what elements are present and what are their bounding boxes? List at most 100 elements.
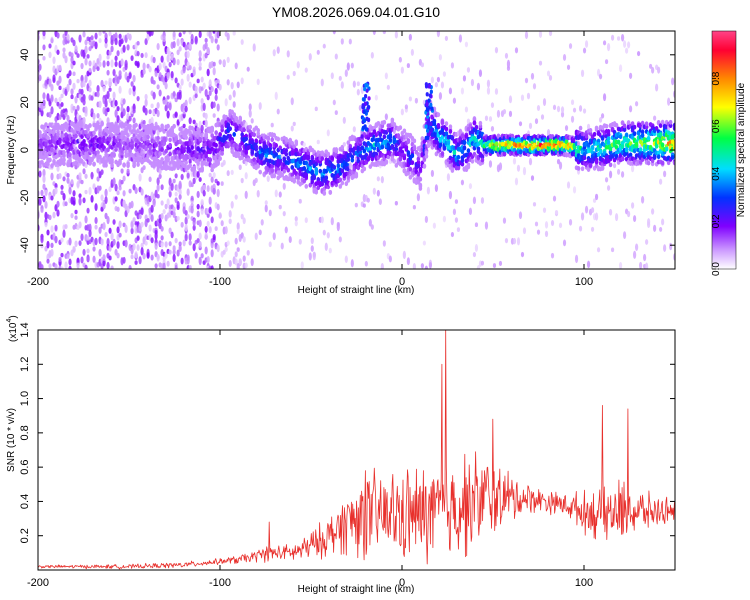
spectrogram-noise-cell <box>374 94 378 101</box>
spectrogram-ridge-cell <box>634 141 639 147</box>
spectrogram-noise-cell <box>182 239 186 247</box>
spectrogram-noise-cell <box>614 213 619 222</box>
spectrogram-noise-cell <box>84 45 88 54</box>
spectrogram-noise-cell <box>40 264 44 269</box>
spectrogram-noise-cell <box>60 237 64 243</box>
spectrogram-noise-cell <box>162 262 166 269</box>
spectrogram-noise-cell <box>64 224 68 229</box>
spectrogram-noise-cell <box>340 38 344 45</box>
spectrogram-noise-cell <box>142 119 146 125</box>
spectrogram-noise-cell <box>540 114 545 120</box>
spectrogram-ridge-cell <box>248 124 253 130</box>
spectrogram-noise-cell <box>528 157 533 166</box>
spectrogram-noise-cell <box>208 206 212 214</box>
spectrogram-noise-cell <box>236 247 240 252</box>
spectrogram-ridge-cell <box>462 145 467 151</box>
spectrogram-ridge-cell <box>646 135 651 141</box>
spectrogram-noise-cell <box>606 42 611 52</box>
spectrogram-noise-cell <box>176 59 180 66</box>
spectrogram-noise-cell <box>480 197 485 204</box>
spectrogram-noise-cell <box>178 241 182 247</box>
spectrogram-noise-cell <box>216 31 220 39</box>
spectrogram-ridge-cell <box>172 123 176 129</box>
spectrogram-noise-cell <box>68 70 72 77</box>
spectrogram-noise-cell <box>144 240 148 246</box>
spectrogram-ridge-cell <box>144 146 148 152</box>
spectrogram-noise-cell <box>200 208 204 215</box>
spectrogram-noise-cell <box>312 252 316 261</box>
spectrogram-ridge-cell <box>110 157 114 163</box>
spectrogram-ridge-cell <box>354 171 359 177</box>
spectrogram-noise-cell <box>66 253 70 260</box>
spectrogram-noise-cell <box>350 259 354 268</box>
spectrogram-noise-cell <box>616 168 621 175</box>
spectrogram-noise-cell <box>88 46 92 52</box>
spectrogram-noise-cell <box>476 82 481 91</box>
spectrogram-noise-cell <box>490 125 495 132</box>
spectrogram-noise-cell <box>514 47 519 54</box>
spectrogram-ridge-cell <box>670 154 675 160</box>
spectrogram-noise-cell <box>154 70 158 77</box>
spectrogram-noise-cell <box>460 87 465 95</box>
spectrogram-noise-cell <box>38 170 42 178</box>
spectrogram-noise-cell <box>146 252 150 259</box>
spectrogram-noise-cell <box>204 37 208 43</box>
spectrogram-noise-cell <box>450 232 455 238</box>
spectrogram-noise-cell <box>144 38 148 46</box>
spectrogram-ridge-cell <box>660 142 665 148</box>
spectrogram-noise-cell <box>172 31 176 38</box>
spectrogram-noise-cell <box>657 66 661 74</box>
spectrogram-noise-cell <box>74 215 78 220</box>
spectrogram-noise-cell <box>404 104 408 110</box>
spectrogram-noise-cell <box>226 56 230 63</box>
spectrogram-ridge-cell <box>62 157 66 163</box>
spectrogram-noise-cell <box>416 193 420 202</box>
spectrogram-noise-cell <box>671 77 675 86</box>
spectrogram-noise-cell <box>248 109 252 118</box>
spectrogram-ridge-cell <box>210 126 214 132</box>
spectrogram-noise-cell <box>254 232 258 241</box>
spectrogram-noise-cell <box>142 165 146 170</box>
spectrogram-noise-cell <box>172 91 176 97</box>
spectrogram-noise-cell <box>542 98 547 107</box>
spectrogram-noise-cell <box>228 260 232 267</box>
spectrogram-noise-cell <box>438 92 443 100</box>
spectrogram-noise-cell <box>608 170 613 179</box>
spectrogram-noise-cell <box>256 189 260 198</box>
spectrogram-noise-cell <box>178 84 182 91</box>
spectrogram-noise-cell <box>488 116 493 122</box>
spectrogram-noise-cell <box>44 200 48 209</box>
spectrogram-ridge-cell <box>38 163 42 169</box>
spectrogram-noise-cell <box>88 67 92 73</box>
spectrogram-noise-cell <box>198 256 202 266</box>
spectrogram-ridge-cell <box>380 144 385 150</box>
spectrogram-noise-cell <box>38 63 42 71</box>
spectrogram-noise-cell <box>198 219 202 228</box>
spectrogram-ridge-cell <box>110 163 114 168</box>
spectrogram-noise-cell <box>46 229 50 236</box>
spectrogram-noise-cell <box>160 184 164 191</box>
spectrogram-noise-cell <box>80 256 84 264</box>
spectrogram-noise-cell <box>448 190 453 200</box>
spectrogram-noise-cell <box>364 260 368 267</box>
spectrogram-noise-cell <box>48 214 52 221</box>
spectrogram-noise-cell <box>178 180 182 189</box>
spectrogram-noise-cell <box>224 226 228 235</box>
spectrogram-noise-cell <box>94 32 98 40</box>
spectrogram-noise-cell <box>322 229 326 236</box>
spectrogram-ridge-cell <box>48 157 52 163</box>
spectrogram-noise-cell <box>584 40 589 48</box>
spectrogram-noise-cell <box>268 209 272 217</box>
spectrogram-ridge-cell <box>258 169 263 175</box>
spectrogram-noise-cell <box>82 116 86 124</box>
spectrogram-noise-cell <box>298 198 302 204</box>
spectrogram-noise-cell <box>208 196 212 205</box>
spectrogram-noise-cell <box>150 237 154 244</box>
spectrogram-noise-cell <box>348 38 352 45</box>
spectrogram-noise-cell <box>110 59 114 68</box>
spectrogram-noise-cell <box>659 178 663 185</box>
spectrogram-noise-cell <box>92 246 96 252</box>
spectrogram-ridge-cell <box>272 173 277 179</box>
spectrogram-noise-cell <box>534 118 539 125</box>
spectrogram-noise-cell <box>42 92 46 100</box>
